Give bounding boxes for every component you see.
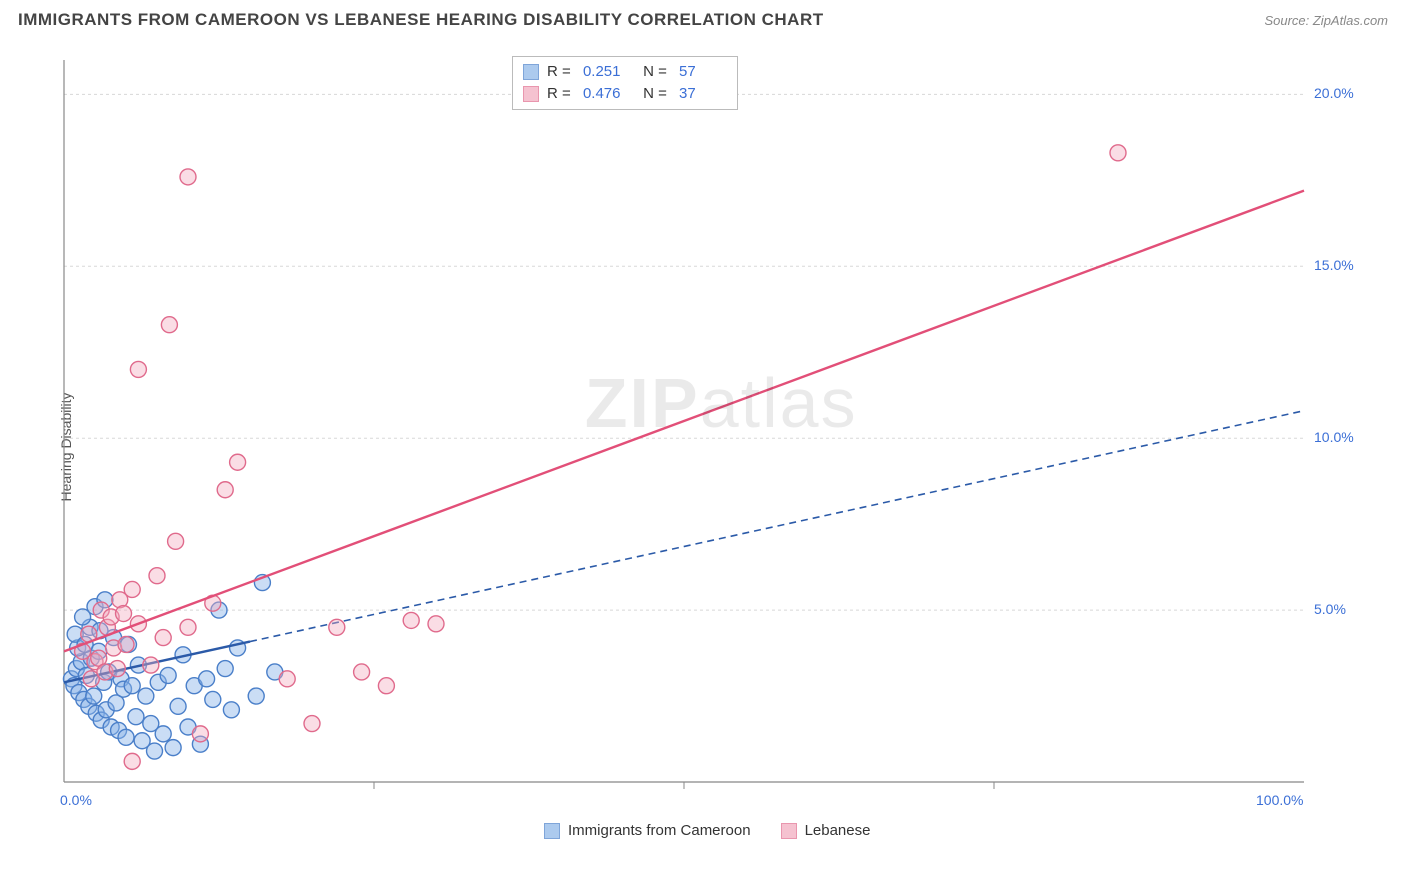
x-tick-label: 100.0%	[1256, 792, 1303, 808]
legend-swatch	[523, 64, 539, 80]
legend-stats: R = 0.251 N = 57R = 0.476 N = 37	[512, 56, 738, 110]
chart-area: Hearing Disability ZIPatlas R = 0.251 N …	[54, 52, 1384, 842]
legend-swatch	[523, 86, 539, 102]
legend-swatch	[544, 823, 560, 839]
legend-label: Immigrants from Cameroon	[568, 822, 751, 839]
chart-title: IMMIGRANTS FROM CAMEROON VS LEBANESE HEA…	[18, 10, 824, 30]
scatter-plot	[54, 52, 1364, 812]
r-value: 0.251	[583, 61, 631, 83]
y-tick-label: 10.0%	[1314, 429, 1354, 445]
y-tick-label: 20.0%	[1314, 85, 1354, 101]
legend-item: Lebanese	[781, 822, 871, 839]
source-label: Source: ZipAtlas.com	[1264, 13, 1388, 28]
x-tick-label: 0.0%	[60, 792, 92, 808]
n-value: 57	[679, 61, 727, 83]
legend-stat-row: R = 0.251 N = 57	[523, 61, 727, 83]
r-value: 0.476	[583, 83, 631, 105]
legend-item: Immigrants from Cameroon	[544, 822, 751, 839]
y-tick-label: 5.0%	[1314, 601, 1346, 617]
legend-label: Lebanese	[805, 822, 871, 839]
n-value: 37	[679, 83, 727, 105]
y-tick-label: 15.0%	[1314, 257, 1354, 273]
title-bar: IMMIGRANTS FROM CAMEROON VS LEBANESE HEA…	[0, 0, 1406, 36]
legend-stat-row: R = 0.476 N = 37	[523, 83, 727, 105]
legend-series: Immigrants from Cameroon Lebanese	[544, 822, 870, 839]
legend-swatch	[781, 823, 797, 839]
